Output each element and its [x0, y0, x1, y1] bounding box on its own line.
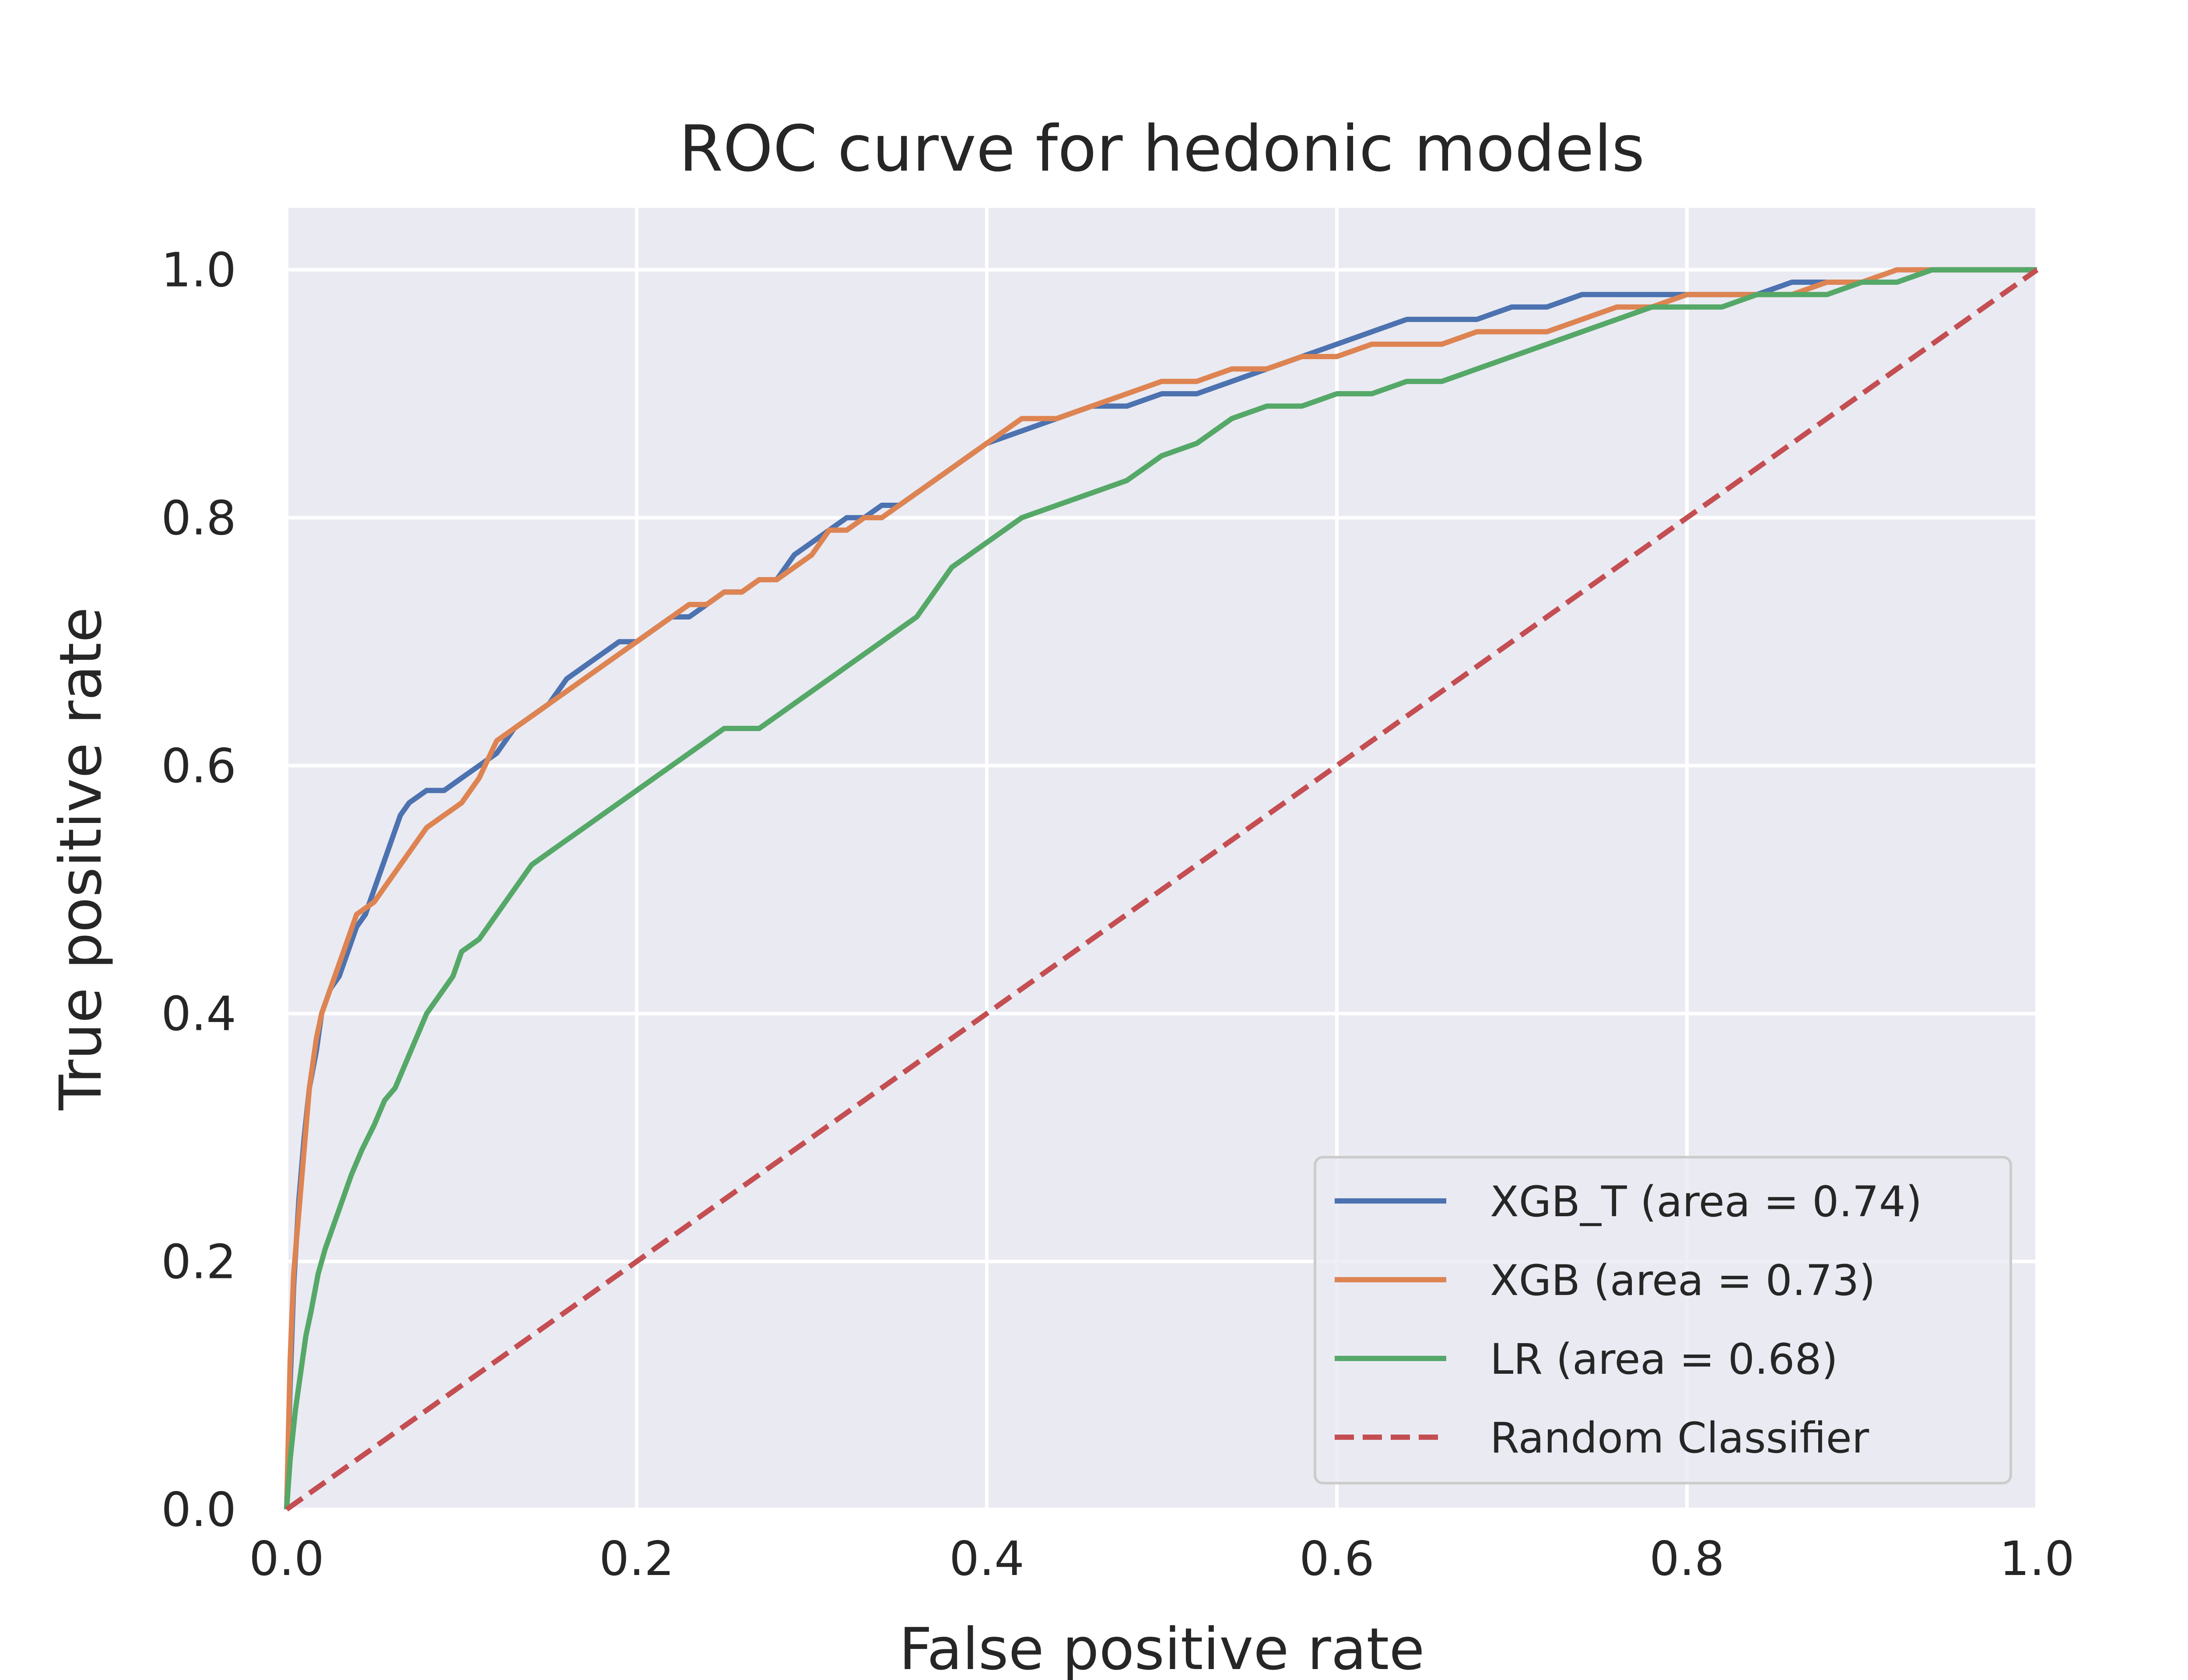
y-tick-label: 0.8 — [161, 491, 236, 546]
y-tick-label: 0.4 — [161, 987, 236, 1042]
x-tick-label: 0.6 — [1299, 1532, 1375, 1586]
y-tick-label: 0.2 — [161, 1235, 236, 1289]
chart-title: ROC curve for hedonic models — [679, 112, 1645, 186]
series-line-3 — [285, 267, 2039, 1512]
legend-label-0: XGB_T (area = 0.74) — [1490, 1177, 1922, 1226]
y-tick-label: 0.6 — [161, 739, 236, 794]
x-tick-label: 0.4 — [949, 1532, 1024, 1586]
series-line-2 — [284, 267, 2037, 1510]
series-line-1 — [284, 267, 2037, 1510]
y-axis-label: True positive rate — [47, 607, 115, 1110]
legend-label-3: Random Classifier — [1490, 1414, 1869, 1463]
legend-label-1: XGB (area = 0.73) — [1490, 1256, 1876, 1305]
x-tick-label: 0.8 — [1649, 1532, 1725, 1586]
tick-labels: 0.0 0.2 0.4 0.6 0.8 1.0 0.0 0.2 0.4 0.6 0.8 1.0 — [161, 243, 2075, 1586]
legend-box — [1314, 1156, 2012, 1484]
series-lines — [284, 267, 2039, 1512]
legend-label-2: LR (area = 0.68) — [1490, 1335, 1838, 1384]
legend: XGB_T (area = 0.74) XGB (area = 0.73) LR (… — [1314, 1156, 2012, 1484]
y-tick-label: 0.0 — [161, 1483, 236, 1537]
x-tick-label: 0.2 — [599, 1532, 674, 1586]
x-tick-label: 1.0 — [1999, 1532, 2075, 1586]
x-tick-label: 0.0 — [249, 1532, 324, 1586]
series-line-0 — [284, 267, 2037, 1510]
x-axis-label: False positive rate — [899, 1616, 1424, 1680]
y-tick-label: 1.0 — [161, 243, 236, 298]
